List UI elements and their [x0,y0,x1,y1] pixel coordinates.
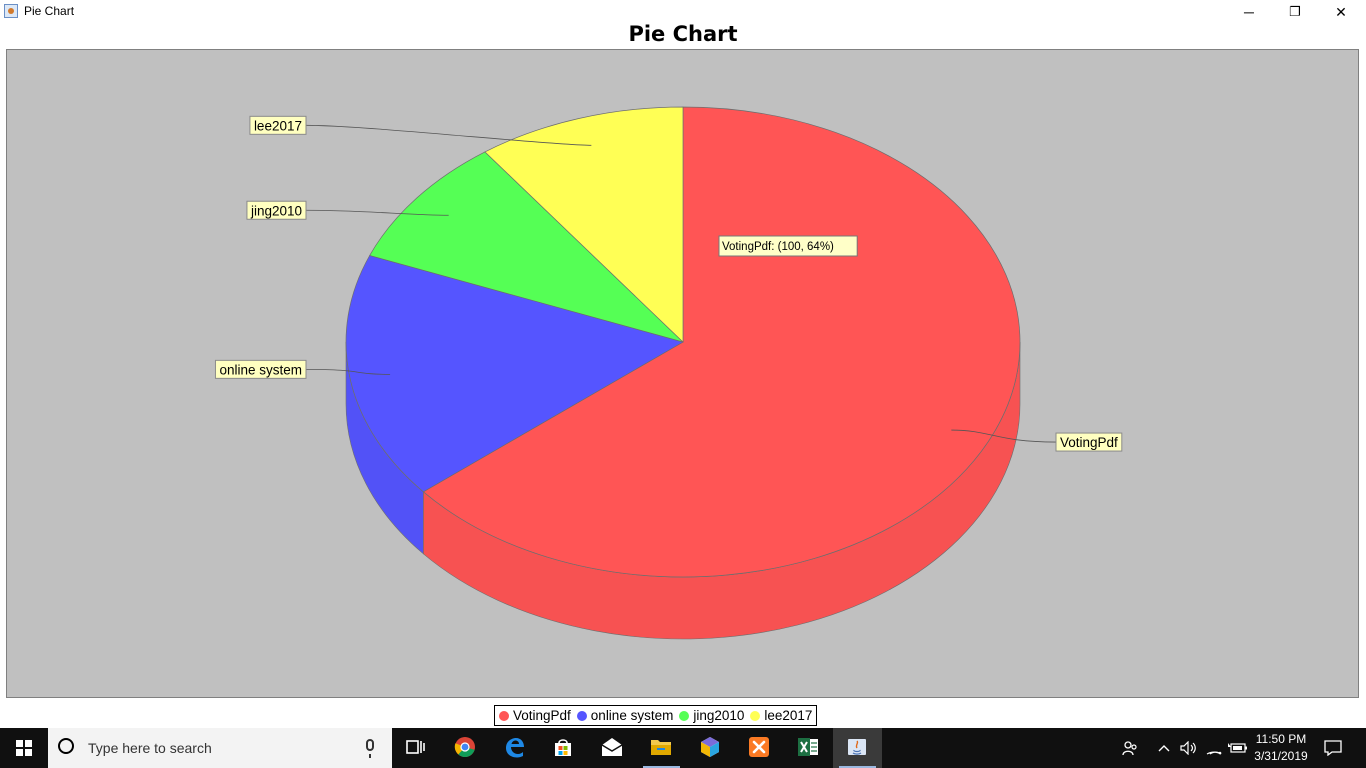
edge-button[interactable] [490,728,539,768]
edge-icon [506,738,524,758]
legend-swatch [499,710,509,721]
leader-line [951,429,1057,443]
leader-line [305,209,449,216]
pie-labels: VotingPdf online system jing2010 lee2017 [214,115,1123,452]
plot-area: VotingPdf online system jing2010 lee2017 Vot… [6,49,1359,698]
pie-label-box [246,200,307,220]
active-indicator [839,766,876,768]
people-icon[interactable] [1118,728,1142,768]
battery-icon[interactable] [1227,728,1249,768]
microphone-icon[interactable] [366,739,374,758]
xampp-icon [749,737,769,757]
taskbar: Type here to search [0,728,1366,768]
system-clock[interactable]: 11:50 PM 3/31/2019 [1250,731,1312,765]
file-explorer-button[interactable] [637,728,686,768]
chart-title: Pie Chart [628,22,738,46]
tooltip-text: VotingPdf: (100, 64%) [722,241,834,253]
chart-legend: VotingPdf online system jing2010 lee2017 [494,705,818,726]
store-button[interactable] [539,728,588,768]
store-icon [555,739,571,756]
wifi-icon[interactable] [1203,728,1225,768]
app-cube-icon [701,737,719,757]
chrome-button[interactable] [441,728,490,768]
pie-tooltip: VotingPdf: (100, 64%) [718,235,858,257]
pie-label-box [214,359,307,379]
java-icon [848,739,866,755]
chevron-up-icon[interactable] [1155,728,1173,768]
pie-label-jing2010: jing2010 [250,203,302,218]
xampp-button[interactable] [735,728,784,768]
cube-app-button[interactable] [686,728,735,768]
pie-label-box [249,115,307,135]
legend-item-lee2017: lee2017 [750,708,812,723]
mail-icon [601,738,623,756]
window-title: Pie Chart [24,4,75,18]
restore-button[interactable]: ❐ [1289,4,1301,19]
legend-label: online system [590,708,674,723]
start-button[interactable] [0,728,48,768]
active-indicator [643,766,680,768]
excel-button[interactable] [784,728,833,768]
action-center-icon[interactable] [1320,728,1346,768]
legend-swatch [750,710,761,721]
legend-label: lee2017 [764,708,813,723]
pie-slice-lee2017[interactable] [484,106,684,343]
excel-icon [798,738,818,756]
pie-label-box [1055,432,1123,452]
leader-line [305,124,592,146]
pie-slice-online-system[interactable] [345,255,684,493]
legend-swatch [576,710,587,721]
java-button[interactable] [833,728,882,768]
minimize-button[interactable]: ─ [1244,4,1254,20]
clock-date: 3/31/2019 [1254,749,1308,763]
legend-label: jing2010 [693,708,745,723]
legend-label: VotingPdf [513,708,571,723]
chrome-icon [454,737,475,757]
java-app-icon [4,4,18,18]
windows-logo-icon [16,740,32,756]
window-titlebar: Pie Chart ─ ❐ ✕ [0,0,1366,24]
close-button[interactable]: ✕ [1335,3,1347,20]
pie-slice-votingpdf[interactable] [422,106,1021,578]
file-explorer-icon [651,740,671,755]
cortana-icon [58,738,74,754]
search-input[interactable]: Type here to search [88,740,212,756]
legend-swatch [679,710,690,721]
pie-slice-jing2010[interactable] [369,151,684,343]
mail-button[interactable] [588,728,637,768]
pie-label-lee2017: lee2017 [254,118,302,133]
task-view-icon [406,740,425,754]
tooltip-box [718,235,858,257]
task-view-button[interactable] [392,728,441,768]
volume-icon[interactable] [1178,728,1200,768]
leader-line [305,368,391,375]
legend-item-votingpdf: VotingPdf [499,708,571,723]
legend-item-jing2010: jing2010 [679,708,744,723]
pie-slices [345,106,1021,578]
clock-time: 11:50 PM [1255,732,1307,746]
pie-label-online-system: online system [219,362,302,377]
legend-item-online-system: online system [576,708,674,723]
taskbar-search[interactable]: Type here to search [48,728,392,768]
pie-label-votingpdf: VotingPdf [1060,435,1118,450]
